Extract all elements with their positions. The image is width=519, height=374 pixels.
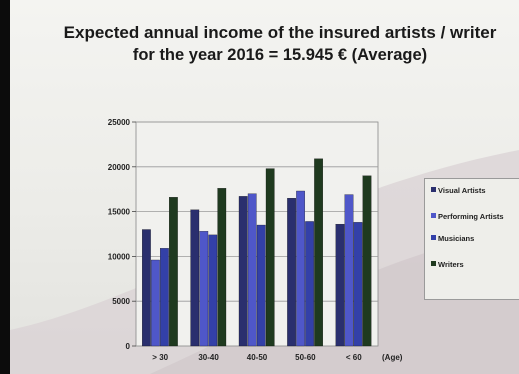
title-line-2: for the year 2016 = 15.945 € (Average) bbox=[132, 46, 428, 64]
legend-item-writers: Writers bbox=[431, 261, 519, 269]
bar bbox=[199, 231, 209, 347]
legend-item-visual-artists: Visual Artists bbox=[431, 187, 519, 195]
bar-chart: 0 5000 10000 15000 20000 25000 > 30 30-40 40-50 5… bbox=[108, 118, 403, 362]
x-tick-label: 40-50 bbox=[247, 353, 268, 362]
legend-item-performing-artists: Performing Artists bbox=[431, 213, 519, 221]
y-tick-label: 25000 bbox=[108, 118, 131, 127]
x-axis-label: (Age) bbox=[382, 353, 403, 362]
bar bbox=[335, 223, 345, 347]
bar bbox=[353, 222, 363, 347]
bar bbox=[169, 197, 178, 347]
legend-item-musicians: Musicians bbox=[431, 235, 519, 243]
bar bbox=[305, 221, 314, 347]
bar bbox=[256, 224, 266, 347]
y-tick-label: 20000 bbox=[108, 163, 131, 172]
legend-swatch bbox=[431, 187, 436, 192]
slide: Expected annual income of the insured ar… bbox=[10, 0, 519, 374]
bar bbox=[362, 175, 372, 347]
y-tick-label: 10000 bbox=[108, 252, 131, 261]
y-tick-label: 5000 bbox=[112, 297, 130, 306]
chart-title: Expected annual income of the insured ar… bbox=[10, 22, 519, 66]
bar bbox=[217, 188, 227, 347]
legend-label: Musicians bbox=[438, 234, 475, 243]
legend-swatch bbox=[431, 261, 436, 266]
bar bbox=[208, 234, 218, 347]
legend-label: Visual Artists bbox=[438, 186, 486, 195]
bar bbox=[160, 248, 169, 347]
bar bbox=[265, 168, 275, 347]
legend-label: Writers bbox=[438, 260, 464, 269]
legend-swatch bbox=[431, 235, 436, 240]
title-line-1: Expected annual income of the insured ar… bbox=[63, 23, 497, 42]
bar bbox=[296, 190, 305, 347]
bar bbox=[151, 259, 160, 347]
x-tick-label: < 60 bbox=[346, 353, 362, 362]
bar bbox=[190, 209, 200, 347]
x-tick-label: 50-60 bbox=[295, 353, 316, 362]
bar bbox=[247, 193, 257, 347]
bar bbox=[142, 229, 151, 347]
y-tick-label: 15000 bbox=[108, 208, 131, 217]
y-tick-label: 0 bbox=[126, 342, 131, 351]
bar bbox=[238, 196, 248, 347]
x-tick-label: > 30 bbox=[152, 353, 168, 362]
bar bbox=[287, 198, 296, 347]
chart-legend: Visual Artists Performing Artists Musici… bbox=[424, 178, 519, 300]
legend-swatch bbox=[431, 213, 436, 218]
bar bbox=[344, 194, 354, 347]
bar bbox=[314, 158, 323, 347]
legend-label: Performing Artists bbox=[438, 212, 504, 221]
x-tick-label: 30-40 bbox=[198, 353, 219, 362]
